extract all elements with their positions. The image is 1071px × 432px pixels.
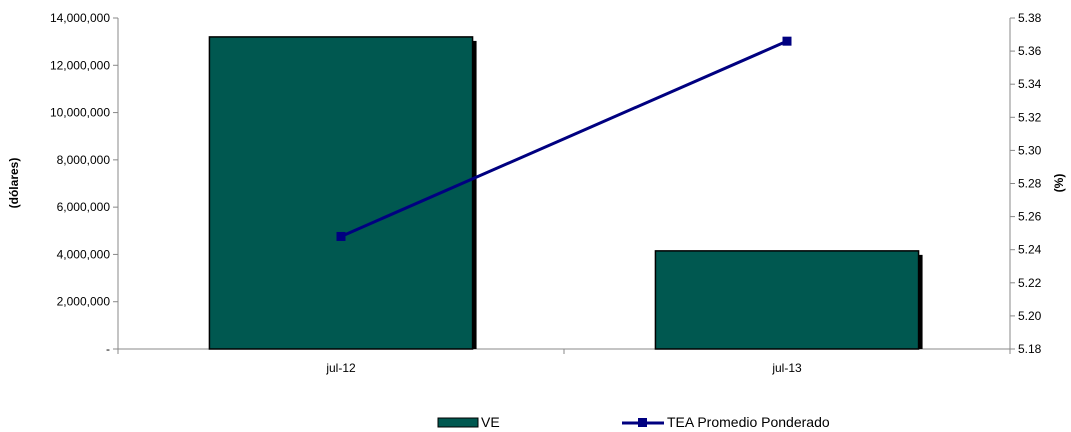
line-series — [336, 36, 792, 241]
left-tick-label: 8,000,000 — [57, 153, 111, 167]
right-tick-label: 5.18 — [1018, 342, 1042, 356]
line-point — [336, 231, 346, 241]
right-tick-label: 5.20 — [1018, 309, 1042, 323]
left-tick-label: 14,000,000 — [50, 11, 110, 25]
right-tick-label: 5.26 — [1018, 210, 1042, 224]
legend-swatch-ve — [437, 417, 479, 428]
right-tick-label: 5.30 — [1018, 143, 1042, 157]
bar-series — [208, 36, 923, 350]
bar — [208, 36, 474, 350]
legend: VE TEA Promedio Ponderado — [437, 414, 830, 430]
right-tick-label: 5.38 — [1018, 11, 1042, 25]
right-tick-label: 5.34 — [1018, 77, 1042, 91]
category-label: jul-12 — [325, 361, 356, 375]
legend-marker-tea — [638, 418, 647, 427]
right-tick-label: 5.22 — [1018, 276, 1042, 290]
legend-label-tea: TEA Promedio Ponderado — [667, 414, 830, 430]
series-line — [340, 39, 788, 238]
right-tick-label: 5.28 — [1018, 177, 1042, 191]
right-tick-label: 5.36 — [1018, 44, 1042, 58]
left-tick-label: 2,000,000 — [57, 295, 111, 309]
left-tick-label: 4,000,000 — [57, 247, 111, 261]
right-tick-label: 5.24 — [1018, 243, 1042, 257]
left-tick-label: - — [106, 342, 110, 356]
legend-label-ve: VE — [481, 414, 500, 430]
left-tick-label: 10,000,000 — [50, 106, 110, 120]
bar — [654, 250, 920, 350]
right-tick-label: 5.32 — [1018, 110, 1042, 124]
left-tick-label: 6,000,000 — [57, 200, 111, 214]
right-axis-ticks: 5.18 5.20 5.22 5.24 5.26 5.28 5.30 5.32 5.34 5.36… — [1010, 11, 1042, 356]
line-point — [782, 36, 792, 46]
category-label: jul-13 — [771, 361, 802, 375]
left-tick-label: 12,000,000 — [50, 58, 110, 72]
left-axis-ticks: - 2,000,000 4,000,000 6,000,000 8,000,000 10,… — [50, 11, 118, 356]
right-axis-title: (%) — [1052, 174, 1066, 193]
category-labels: jul-12 jul-13 — [325, 361, 802, 375]
left-axis-title: (dólares) — [7, 158, 21, 209]
